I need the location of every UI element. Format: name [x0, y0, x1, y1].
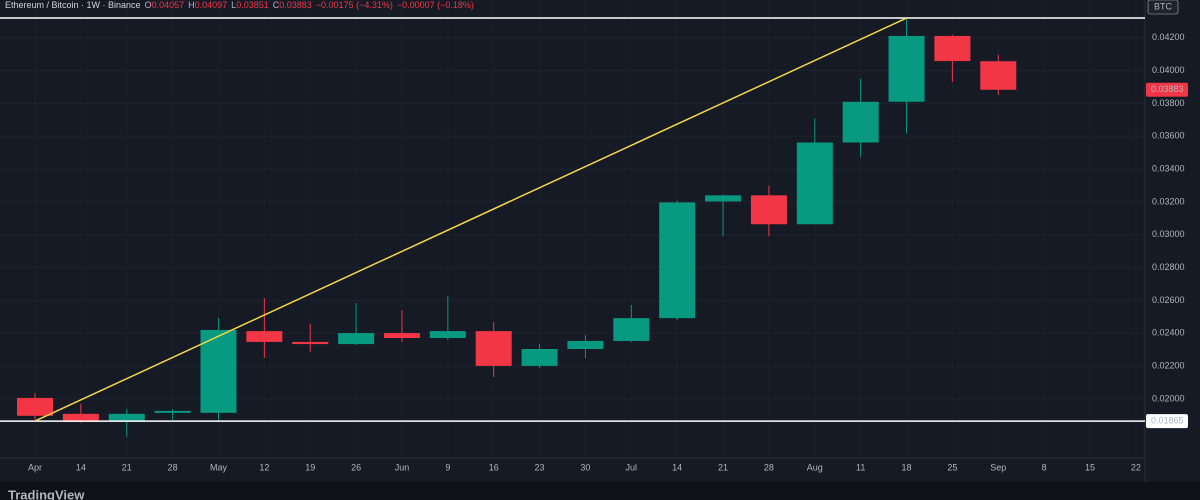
ohlc-letter: L — [231, 0, 236, 10]
price-tag — [1146, 414, 1188, 429]
trendline — [34, 17, 907, 422]
currency: BTC — [1154, 1, 1173, 11]
x-tick-label: Apr — [28, 462, 42, 472]
header-change: −0.00175 (−4.31%) — [316, 0, 393, 10]
candle-body — [338, 333, 375, 345]
ohlc-letter: O — [145, 0, 152, 10]
candle-body — [200, 329, 237, 413]
ohlc-value: 0.04057 — [152, 0, 185, 10]
ohlc-letter: H — [188, 0, 195, 10]
x-tick-label: 8 — [1042, 462, 1047, 472]
candle-body — [888, 35, 925, 102]
y-tick-label: 0.03000 — [1152, 229, 1185, 239]
y-tick-label: 0.02800 — [1152, 262, 1185, 272]
x-tick-label: Sep — [990, 462, 1006, 472]
ohlc-value: 0.03883 — [279, 0, 312, 10]
x-tick-label: 18 — [902, 462, 912, 472]
candle-body — [62, 413, 99, 422]
candle-body — [842, 101, 879, 143]
x-tick-label: 21 — [718, 462, 728, 472]
candle-body — [17, 397, 53, 416]
x-tick-label: 25 — [947, 462, 957, 472]
header-title: Ethereum / Bitcoin · 1W · Binance — [5, 0, 141, 10]
x-tick-label: Jun — [395, 462, 410, 472]
ohlc-value: 0.03851 — [236, 0, 269, 10]
y-tick-label: 0.04000 — [1152, 65, 1185, 75]
candle-body — [246, 331, 283, 342]
x-tick-label: 11 — [856, 462, 865, 472]
candle-body — [383, 333, 420, 339]
candle-body — [567, 340, 604, 349]
x-tick-label: 28 — [168, 462, 178, 472]
axes: 0.018600.020000.022000.024000.026000.028… — [28, 32, 1188, 472]
candle-body — [750, 195, 787, 225]
candle-body — [429, 331, 466, 339]
y-tick-label: 0.02600 — [1152, 295, 1185, 305]
x-tick-label: 22 — [1131, 462, 1141, 472]
candle-body — [521, 348, 558, 366]
y-tick-label: 0.02400 — [1152, 328, 1185, 338]
price-tag-label: 0.01865 — [1151, 415, 1184, 425]
x-tick-label: 14 — [76, 462, 86, 472]
x-tick-label: 15 — [1085, 462, 1095, 472]
x-tick-label: 19 — [305, 462, 315, 472]
y-tick-label: 0.02200 — [1152, 360, 1185, 370]
grid — [0, 37, 1145, 423]
last-price-tag — [1146, 82, 1188, 97]
ohlc-letter: C — [273, 0, 280, 10]
x-tick-label: 14 — [672, 462, 682, 472]
candle-body — [659, 202, 696, 319]
header: Ethereum / Bitcoin · 1W · Binance O0.0405… — [5, 0, 474, 10]
x-tick-label: 12 — [259, 462, 269, 472]
footer-logo: TradingView — [8, 487, 85, 500]
x-tick-label: 23 — [535, 462, 545, 472]
x-tick-label: 16 — [489, 462, 499, 472]
y-tick-label: 0.02000 — [1152, 393, 1185, 403]
candle-body — [705, 195, 742, 202]
x-tick-label: 21 — [122, 462, 132, 472]
footer-strip — [0, 482, 1200, 500]
candle-body — [475, 331, 512, 366]
y-tick-label: 0.03400 — [1152, 163, 1185, 173]
y-tick-label: 0.03200 — [1152, 196, 1185, 206]
x-tick-label: May — [210, 462, 228, 472]
candle-body — [796, 142, 833, 225]
ohlc-value: 0.04097 — [195, 0, 228, 10]
x-tick-label: 28 — [764, 462, 774, 472]
candle-body — [292, 341, 329, 345]
marks — [0, 17, 1145, 437]
x-tick-label: 30 — [580, 462, 590, 472]
candle-body — [154, 410, 191, 413]
header-change2: −0.00007 (−0.18%) — [397, 0, 474, 10]
last-price-label: 0.03883 — [1151, 84, 1184, 94]
candle-body — [980, 61, 1017, 90]
currency-box — [1147, 0, 1179, 15]
y-tick-label: 0.04200 — [1152, 32, 1185, 42]
x-tick-label: 26 — [351, 462, 361, 472]
candle-body — [934, 35, 971, 62]
candle-body — [613, 318, 650, 341]
x-tick-label: 9 — [445, 462, 450, 472]
candle-body — [108, 413, 145, 421]
x-tick-label: Jul — [626, 462, 638, 472]
y-tick-label: 0.03600 — [1152, 131, 1185, 141]
y-tick-label: 0.03800 — [1152, 98, 1185, 108]
x-tick-label: Aug — [807, 462, 823, 472]
